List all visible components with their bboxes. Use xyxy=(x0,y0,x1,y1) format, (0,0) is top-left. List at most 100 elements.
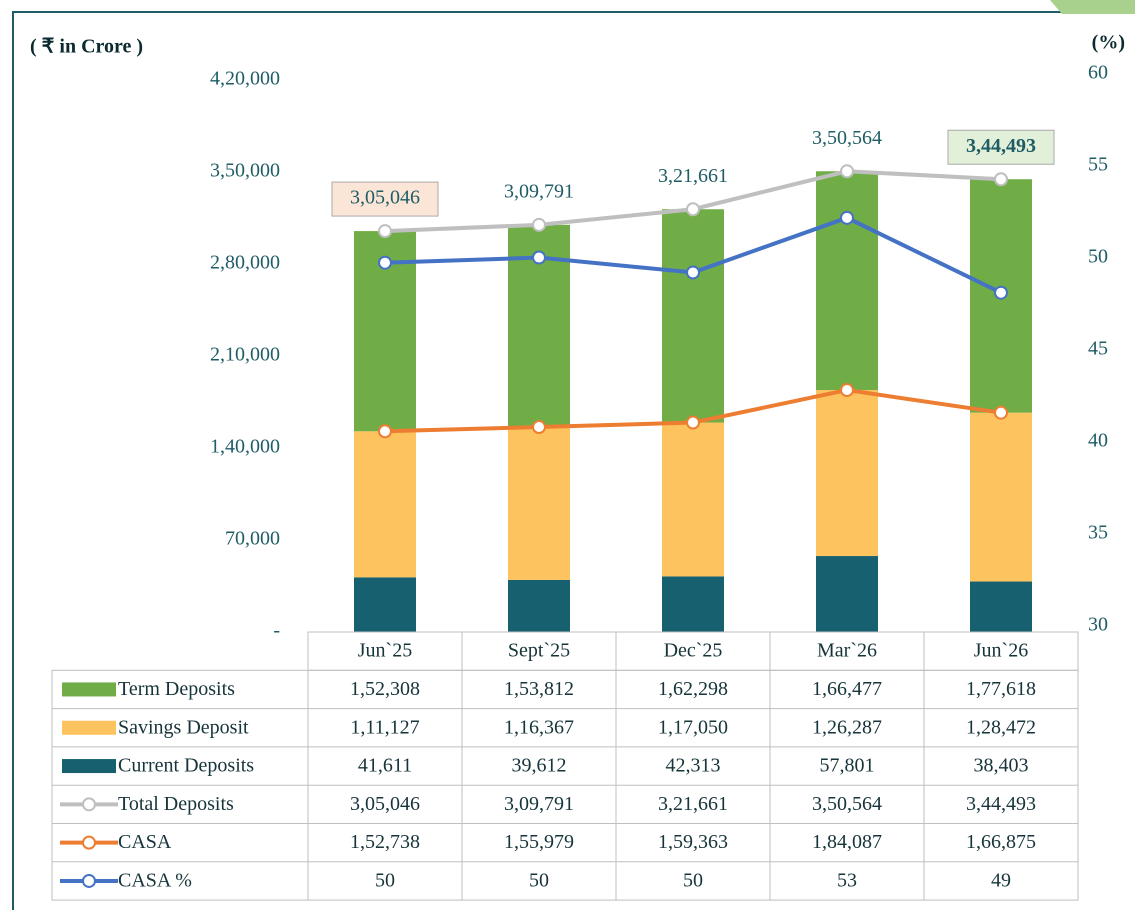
data-label: 3,09,791 xyxy=(504,180,574,202)
bar-segment xyxy=(662,422,724,577)
marker xyxy=(994,285,1008,300)
bar-segment xyxy=(816,390,878,557)
y-tick-label: - xyxy=(273,620,280,642)
table-cell: 42,313 xyxy=(666,755,721,777)
marker xyxy=(994,405,1008,420)
bar-segment xyxy=(816,171,878,391)
data-label: 3,21,661 xyxy=(658,165,728,187)
bar-segment xyxy=(508,579,570,632)
bar-segment xyxy=(970,581,1032,632)
marker xyxy=(994,172,1008,187)
table-cell: 1,26,287 xyxy=(812,716,882,738)
legend-label: Term Deposits xyxy=(118,678,235,700)
table-cell: 49 xyxy=(991,870,1011,892)
legend-label: CASA xyxy=(118,831,172,853)
table-cell: 50 xyxy=(683,870,703,892)
table-cell: 57,801 xyxy=(820,755,875,777)
table-cell: 1,77,618 xyxy=(966,678,1036,700)
bar-segment xyxy=(816,556,878,632)
legend-marker xyxy=(82,873,96,888)
x-tick-label: Sept`25 xyxy=(508,640,570,662)
y2-tick-label: 60 xyxy=(1088,62,1108,84)
marker xyxy=(840,383,854,398)
legend-marker xyxy=(82,835,96,850)
data-label: 3,05,046 xyxy=(350,187,420,209)
legend-label: Current Deposits xyxy=(118,755,254,777)
table-cell: 3,09,791 xyxy=(504,793,574,815)
y2-tick-label: 30 xyxy=(1088,614,1108,636)
y-axis-title: ( ₹ in Crore ) xyxy=(30,36,143,58)
y-tick-label: 2,10,000 xyxy=(210,344,280,366)
table-cell: 53 xyxy=(837,870,857,892)
bar-segment xyxy=(662,209,724,423)
y-tick-label: 2,80,000 xyxy=(210,252,280,274)
bar-segment xyxy=(970,412,1032,582)
legend-label: Total Deposits xyxy=(118,793,234,815)
table-cell: 1,53,812 xyxy=(504,678,574,700)
bar-segment xyxy=(662,576,724,632)
x-tick-label: Mar`26 xyxy=(817,640,877,662)
label-box xyxy=(331,181,439,217)
y2-tick-label: 55 xyxy=(1088,154,1108,176)
marker xyxy=(686,265,700,280)
table-cell: 1,17,050 xyxy=(658,716,728,738)
table-cell: 1,66,477 xyxy=(812,678,882,700)
marker xyxy=(686,202,700,217)
table-cell: 50 xyxy=(375,870,395,892)
data-label: 3,44,493 xyxy=(966,135,1036,157)
label-box xyxy=(947,129,1055,165)
table-cell: 3,50,564 xyxy=(812,793,882,815)
bar-segment xyxy=(508,426,570,580)
y2-tick-label: 35 xyxy=(1088,522,1108,544)
table-cell: 1,28,472 xyxy=(966,716,1036,738)
x-tick-label: Jun`25 xyxy=(358,640,412,662)
frame xyxy=(12,11,1135,910)
table-cell: 1,55,979 xyxy=(504,831,574,853)
marker xyxy=(840,210,854,225)
table-cell: 1,11,127 xyxy=(350,716,419,738)
y2-axis-title: (%) xyxy=(1092,32,1125,54)
x-tick-label: Dec`25 xyxy=(664,640,723,662)
marker xyxy=(532,419,546,434)
legend-swatch xyxy=(62,682,116,697)
y-tick-label: 4,20,000 xyxy=(210,68,280,90)
y-tick-label: 70,000 xyxy=(225,528,280,550)
y2-tick-label: 50 xyxy=(1088,246,1108,268)
marker xyxy=(532,217,546,232)
marker xyxy=(840,164,854,179)
table-cell: 1,66,875 xyxy=(966,831,1036,853)
legend-label: Savings Deposit xyxy=(118,716,249,738)
legend-swatch xyxy=(62,720,116,735)
bar-segment xyxy=(354,431,416,578)
table-cell: 1,16,367 xyxy=(504,716,574,738)
marker xyxy=(378,255,392,270)
bar-segment xyxy=(354,577,416,632)
data-label: 3,50,564 xyxy=(812,127,882,149)
table-cell: 1,59,363 xyxy=(658,831,728,853)
table-cell: 41,611 xyxy=(358,755,412,777)
table-cell: 3,21,661 xyxy=(658,793,728,815)
legend-label: CASA % xyxy=(118,870,192,892)
table-cell: 39,612 xyxy=(512,755,567,777)
table-cell: 1,52,308 xyxy=(350,678,420,700)
table-cell: 38,403 xyxy=(974,755,1029,777)
table-cell: 1,62,298 xyxy=(658,678,728,700)
table-cell: 3,05,046 xyxy=(350,793,420,815)
marker xyxy=(378,224,392,239)
marker xyxy=(532,250,546,265)
y2-tick-label: 45 xyxy=(1088,338,1108,360)
y2-tick-label: 40 xyxy=(1088,430,1108,452)
corner-tab xyxy=(1050,0,1135,14)
marker xyxy=(378,424,392,439)
legend-marker xyxy=(82,797,96,812)
table-cell: 1,84,087 xyxy=(812,831,882,853)
table-cell: 3,44,493 xyxy=(966,793,1036,815)
table-cell: 1,52,738 xyxy=(350,831,420,853)
marker xyxy=(686,415,700,430)
y-tick-label: 1,40,000 xyxy=(210,436,280,458)
legend-swatch xyxy=(62,759,116,774)
y-tick-label: 3,50,000 xyxy=(210,160,280,182)
table-cell: 50 xyxy=(529,870,549,892)
x-tick-label: Jun`26 xyxy=(974,640,1028,662)
